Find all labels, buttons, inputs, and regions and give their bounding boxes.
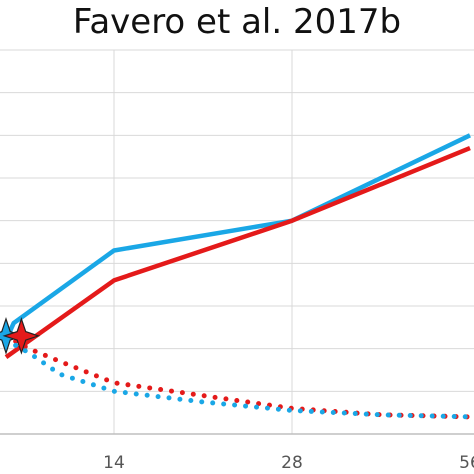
chart-title: Favero et al. 2017b	[72, 2, 402, 42]
dotted-series-line-2	[3, 333, 473, 420]
gridlines	[0, 49, 474, 435]
dotted-series-line-3	[3, 337, 473, 420]
x-tick-label-56: 56	[459, 453, 474, 473]
x-tick-label-14: 14	[103, 453, 125, 473]
solid-series-line-1	[4, 146, 471, 360]
x-tick-label-28: 28	[281, 453, 303, 473]
x-tick-labels: 14 28 56	[103, 453, 474, 473]
star-marker-1	[2, 317, 41, 355]
solid-series-line-0	[3, 133, 471, 342]
series-lines	[3, 133, 473, 420]
star-markers	[0, 316, 41, 355]
